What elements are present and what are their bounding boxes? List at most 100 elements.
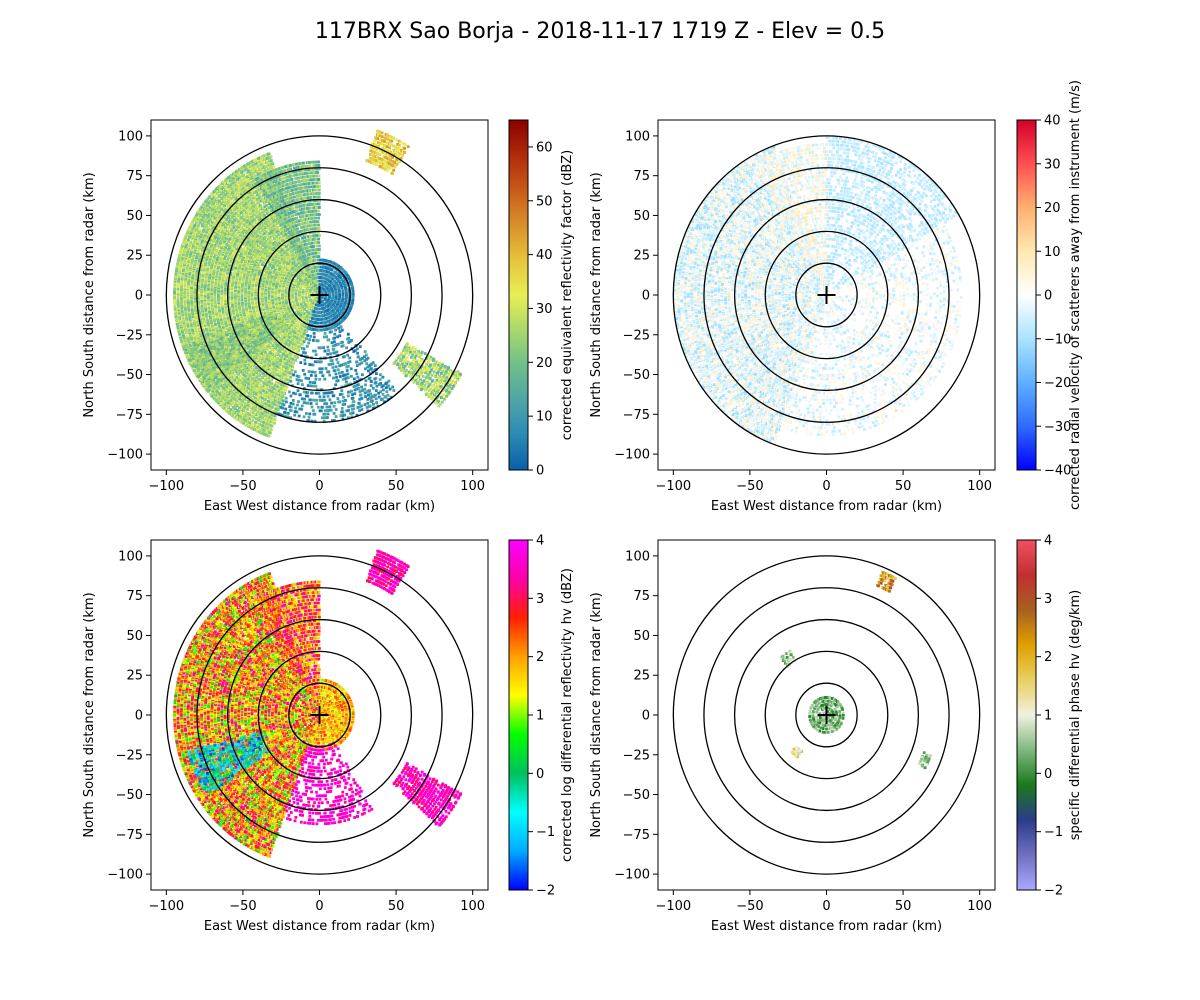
echo-pixel [271, 344, 275, 347]
echo-pixel [194, 277, 198, 281]
echo-pixel [282, 234, 286, 237]
echo-pixel [285, 346, 289, 350]
echo-pixel [245, 264, 249, 268]
echo-pixel [275, 404, 279, 407]
echo-pixel [197, 309, 201, 313]
echo-pixel [299, 330, 302, 334]
echo-pixel [225, 230, 228, 234]
echo-pixel [282, 376, 285, 380]
echo-pixel [232, 356, 236, 359]
echo-pixel [247, 387, 250, 390]
echo-pixel [193, 297, 197, 300]
echo-pixel [262, 277, 266, 281]
echo-pixel [251, 352, 255, 356]
echo-pixel [269, 280, 272, 284]
echo-pixel [261, 272, 264, 276]
echo-pixel [202, 271, 205, 275]
echo-pixel [250, 315, 254, 319]
echo-pixel [269, 341, 272, 345]
echo-pixel [278, 286, 281, 290]
echo-pixel [311, 296, 315, 299]
echo-pixel [224, 207, 228, 211]
echo-pixel [249, 248, 253, 252]
echo-pixel [285, 312, 289, 315]
echo-pixel [255, 397, 259, 401]
echo-pixel [241, 280, 245, 284]
echo-pixel [238, 308, 242, 312]
echo-pixel [197, 306, 201, 310]
echo-pixel [237, 287, 241, 290]
echo-pixel [234, 285, 238, 288]
echo-pixel [295, 288, 298, 291]
echo-pixel [301, 288, 305, 292]
echo-pixel [271, 288, 274, 292]
echo-pixel [260, 312, 264, 316]
echo-pixel [297, 304, 300, 308]
echo-pixel [250, 293, 254, 297]
echo-pixel [225, 274, 229, 278]
echo-pixel [260, 211, 264, 215]
echo-pixel [269, 307, 273, 310]
echo-pixel [215, 239, 219, 243]
echo-pixel [253, 203, 257, 207]
echo-pixel [231, 265, 235, 268]
echo-pixel [220, 299, 224, 303]
echo-pixel [274, 260, 278, 264]
echo-pixel [303, 328, 306, 332]
echo-pixel [266, 411, 270, 415]
echo-pixel [249, 310, 253, 314]
echo-pixel [218, 278, 221, 282]
echo-pixel [195, 272, 198, 276]
echo-pixel [275, 388, 279, 392]
echo-pixel [203, 302, 207, 306]
echo-pixel [206, 265, 210, 269]
echo-pixel [207, 233, 211, 236]
echo-pixel [265, 284, 268, 287]
echo-pixel [242, 363, 246, 366]
echo-pixel [220, 291, 224, 295]
echo-pixel [270, 369, 273, 373]
echo-pixel [222, 235, 225, 238]
echo-pixel [225, 326, 229, 330]
echo-pixel [204, 250, 207, 254]
echo-pixel [246, 313, 250, 317]
echo-pixel [258, 399, 262, 402]
echo-pixel [234, 211, 238, 215]
echo-pixel [203, 285, 207, 289]
echo-pixel [247, 303, 251, 307]
echo-pixel [231, 308, 235, 312]
echo-pixel [248, 349, 252, 352]
echo-pixel [194, 274, 198, 278]
echo-pixel [312, 290, 316, 293]
echo-pixel [210, 294, 214, 297]
echo-pixel [280, 334, 284, 337]
echo-pixel [205, 238, 209, 241]
echo-pixel [268, 350, 272, 354]
echo-pixel [282, 320, 286, 324]
echo-pixel [293, 351, 297, 355]
echo-pixel [269, 331, 273, 335]
echo-pixel [257, 372, 260, 376]
echo-pixel [284, 373, 288, 377]
echo-pixel [233, 249, 237, 253]
echo-pixel [237, 329, 241, 333]
echo-pixel [274, 219, 277, 222]
echo-pixel [232, 324, 235, 327]
echo-pixel [276, 400, 280, 404]
echo-pixel [297, 292, 301, 295]
echo-pixel [238, 222, 242, 226]
echo-pixel [222, 351, 225, 355]
echo-pixel [281, 368, 285, 372]
echo-pixel [255, 206, 259, 210]
echo-pixel [237, 292, 240, 296]
echo-pixel [299, 302, 303, 306]
echo-pixel [266, 277, 270, 281]
echo-pixel [281, 293, 284, 296]
echo-pixel [243, 314, 247, 318]
echo-pixel [271, 272, 275, 276]
echo-pixel [261, 389, 265, 392]
echo-pixel [275, 234, 279, 238]
echo-pixel [206, 268, 209, 271]
echo-pixel [265, 230, 268, 234]
echo-pixel [223, 317, 226, 320]
